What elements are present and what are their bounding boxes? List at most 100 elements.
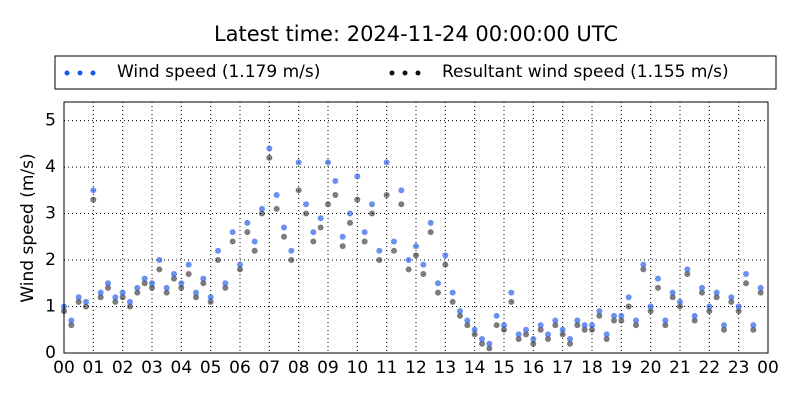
point [391,238,397,245]
point [728,294,735,301]
point [207,294,214,301]
point [757,289,764,296]
point [354,173,361,180]
point [501,322,507,329]
point [266,145,273,152]
point [405,266,412,273]
point [259,210,265,217]
x-tick-label: 04 [171,358,193,378]
point [449,289,456,296]
point [743,270,749,277]
x-tick-label: 12 [405,358,427,378]
point [677,303,683,310]
chart-title: Latest time: 2024-11-24 00:00:00 UTC [214,22,618,46]
point [537,322,544,329]
point [677,298,683,305]
point [464,317,471,324]
point [552,317,559,324]
y-tick-label: 3 [45,204,56,224]
point [413,252,419,259]
point [427,219,434,226]
point [149,284,155,291]
point [398,187,405,194]
point [559,326,566,333]
point [273,191,280,198]
point [229,229,236,236]
point [721,322,727,329]
point [713,294,720,301]
x-tick-label: 09 [317,358,339,378]
point [178,280,185,287]
point [530,336,537,343]
y-axis-label: Wind speed (m/s) [18,153,38,302]
point [442,252,449,259]
y-tick-label: 0 [45,343,56,363]
x-tick-label: 17 [552,358,574,378]
point [735,303,742,310]
point [713,289,720,296]
x-tick-label: 07 [259,358,281,378]
point [545,336,551,343]
x-tick-label: 11 [376,358,398,378]
point [310,229,317,236]
point [699,284,705,291]
point [640,261,647,268]
point [611,317,617,324]
x-tick-label: 19 [611,358,633,378]
point [83,303,89,310]
point [633,317,639,324]
point [68,322,75,329]
x-tick-label: 21 [669,358,691,378]
point [611,312,617,319]
point [735,308,742,315]
point [413,243,419,250]
point [105,280,111,287]
point [567,340,573,347]
point [523,326,529,333]
point [119,289,126,296]
point [743,280,749,287]
point [222,284,229,291]
x-tick-label: 13 [435,358,457,378]
point [141,275,148,282]
point [332,191,339,198]
point [699,289,705,296]
x-tick-label: 23 [728,358,750,378]
point [163,284,170,291]
x-tick-label: 00 [757,358,779,378]
x-tick-label: 15 [493,358,515,378]
point [442,261,449,268]
point [171,275,177,282]
point [662,317,669,324]
point [156,257,163,264]
point [303,210,309,217]
point [127,298,133,305]
point [97,289,104,296]
point [493,312,500,319]
point [684,270,691,277]
point [325,159,331,166]
point [310,238,317,245]
point [207,298,214,305]
point [530,340,537,347]
point [134,289,141,296]
point [383,191,390,198]
x-tick-label: 10 [347,358,369,378]
point [574,317,581,324]
point [618,312,625,319]
point [625,303,632,310]
point [295,159,302,166]
point [457,312,463,319]
point [244,219,251,226]
point [647,308,654,315]
point [90,196,97,203]
point [567,336,573,343]
point [523,331,529,338]
point [266,154,273,161]
point [288,257,295,264]
point [215,257,221,264]
point [105,284,111,291]
point [376,247,383,254]
point [251,238,258,245]
point [317,215,324,222]
